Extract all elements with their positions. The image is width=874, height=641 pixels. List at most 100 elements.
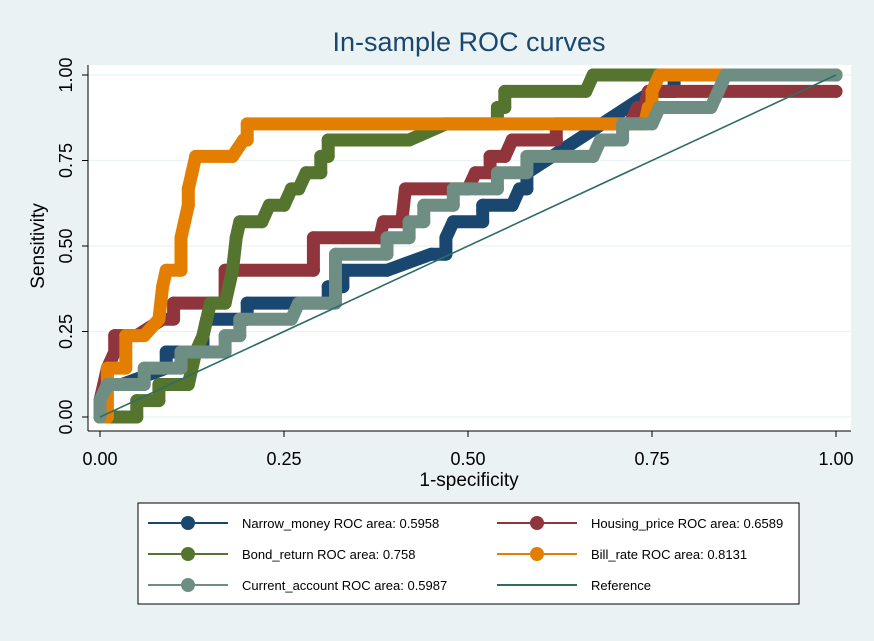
legend-label: Narrow_money ROC area: 0.5958: [242, 516, 439, 531]
y-tick-label: 1.00: [56, 57, 76, 92]
series-point: [505, 198, 519, 212]
series-point: [314, 166, 328, 180]
series-point: [719, 68, 733, 82]
series-point: [549, 133, 563, 147]
series-point: [218, 296, 232, 310]
series-layer: [93, 68, 843, 424]
legend-swatch-marker: [181, 578, 195, 592]
series-point: [262, 198, 276, 212]
series-point: [137, 378, 151, 392]
series-point: [225, 149, 239, 163]
series-point: [218, 345, 232, 359]
legend-swatch-marker: [530, 516, 544, 530]
series-point: [645, 117, 659, 131]
series-point: [380, 247, 394, 261]
series-point: [130, 410, 144, 424]
series-point: [255, 215, 269, 229]
series-point: [321, 133, 335, 147]
series-point: [586, 68, 600, 82]
legend-swatch-marker: [181, 547, 195, 561]
series-point: [380, 231, 394, 245]
series-point: [498, 149, 512, 163]
series-point: [520, 182, 534, 196]
series-point: [711, 84, 725, 98]
series-point: [108, 329, 122, 343]
series-point: [292, 182, 306, 196]
series-point: [468, 166, 482, 180]
series-point: [159, 263, 173, 277]
series-point: [233, 329, 247, 343]
legend-swatch-marker: [530, 547, 544, 561]
axis-layer: 0.00 0.25 0.50 0.75 1.00 0.00 0.25 0.50 0.75 1.00: [56, 57, 854, 469]
series-point: [174, 361, 188, 375]
series-point: [181, 378, 195, 392]
series-point: [645, 84, 659, 98]
legend-swatch-marker: [181, 516, 195, 530]
series-point: [321, 149, 335, 163]
series-point: [185, 166, 199, 180]
series-point: [402, 231, 416, 245]
y-tick-label: 0.00: [56, 399, 76, 434]
series-point: [174, 345, 188, 359]
series-point: [402, 133, 416, 147]
series-point: [174, 263, 188, 277]
legend-box: [137, 502, 800, 605]
series-point: [380, 263, 394, 277]
series-point: [137, 361, 151, 375]
series-point: [306, 231, 320, 245]
series-point: [233, 312, 247, 326]
series-point: [189, 149, 203, 163]
chart-title: In-sample ROC curves: [332, 27, 605, 57]
series-point: [159, 345, 173, 359]
series-point: [203, 296, 217, 310]
series-point: [218, 329, 232, 343]
series-point: [299, 166, 313, 180]
series-point: [704, 100, 718, 114]
legend-label: Current_account ROC area: 0.5987: [242, 578, 447, 593]
series-point: [240, 296, 254, 310]
y-axis-label: Sensitivity: [28, 203, 49, 289]
series-point: [652, 100, 666, 114]
legend-label: Bond_return ROC area: 0.758: [242, 547, 415, 562]
series-point: [329, 247, 343, 261]
series-point: [277, 198, 291, 212]
legend-label: Bill_rate ROC area: 0.8131: [591, 547, 747, 562]
series-point: [520, 166, 534, 180]
series-point: [284, 312, 298, 326]
x-tick-label: 1.00: [818, 449, 853, 469]
legend-item: Current_account ROC area: 0.5987: [148, 578, 447, 593]
series-point: [490, 182, 504, 196]
series-point: [829, 84, 843, 98]
series-point: [498, 84, 512, 98]
series-point: [119, 361, 133, 375]
series-point: [137, 329, 151, 343]
series-point: [119, 329, 133, 343]
series-point: [156, 280, 170, 294]
legend: Narrow_money ROC area: 0.5958 Housing_pri…: [137, 502, 800, 605]
series-point: [152, 394, 166, 408]
reference-line: [99, 74, 837, 418]
series-point: [520, 149, 534, 163]
series-point: [616, 133, 630, 147]
legend-item: Bond_return ROC area: 0.758: [148, 547, 415, 562]
series-point: [329, 263, 343, 277]
series-point: [593, 133, 607, 147]
series-5: [99, 74, 837, 418]
x-tick-label: 0.00: [82, 449, 117, 469]
series-point: [398, 182, 412, 196]
series-point: [181, 182, 195, 196]
x-axis-label: 1-specificity: [419, 470, 519, 491]
legend-item: Bill_rate ROC area: 0.8131: [497, 547, 747, 562]
series-point: [240, 117, 254, 131]
series-point: [292, 296, 306, 310]
series-point: [586, 149, 600, 163]
x-tick-label: 0.25: [266, 449, 301, 469]
series-point: [417, 198, 431, 212]
series-point: [402, 215, 416, 229]
x-tick-label: 0.75: [634, 449, 669, 469]
series-point: [579, 84, 593, 98]
series-point: [196, 329, 210, 343]
series-3: [93, 68, 843, 424]
